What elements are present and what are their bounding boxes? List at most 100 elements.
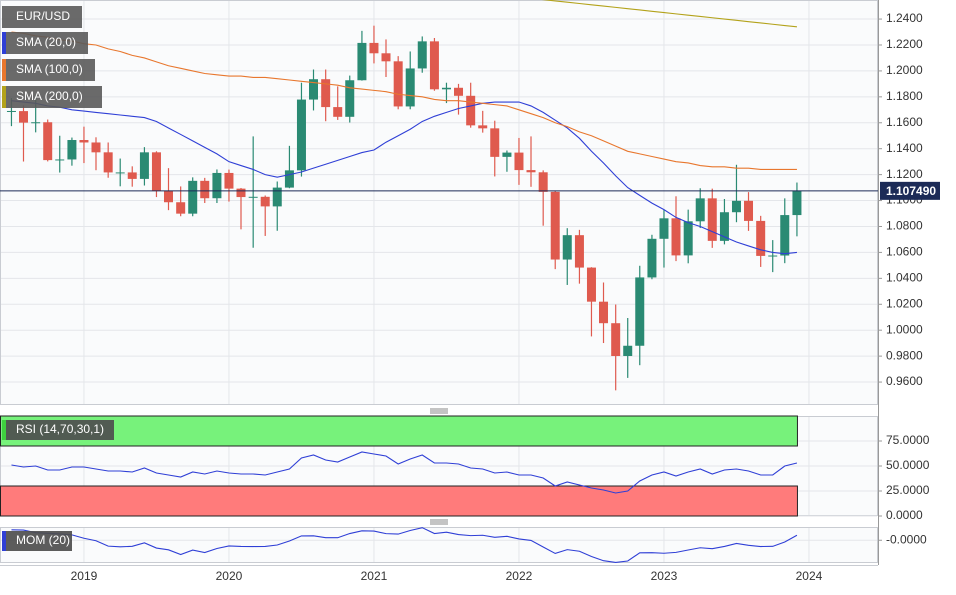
legend-label: EUR/USD <box>16 9 70 23</box>
legend-box <box>2 59 95 81</box>
candle-body <box>55 159 65 161</box>
y-tick-label: -0.0000 <box>886 532 927 546</box>
panel <box>0 0 878 405</box>
y-tick-label: 1.0000 <box>886 322 923 336</box>
legend-box <box>2 420 114 440</box>
candle-body <box>357 42 367 81</box>
y-tick-label: 0.9800 <box>886 348 923 362</box>
candle-body <box>454 87 464 96</box>
candle-body <box>731 200 741 213</box>
y-tick-label: 0.9600 <box>886 374 923 388</box>
legend-box <box>2 6 82 28</box>
candle-body <box>284 170 294 188</box>
candle-body <box>127 172 137 179</box>
candle-body <box>599 301 609 324</box>
candle-body <box>200 180 210 199</box>
candle-body <box>176 202 186 214</box>
candle-body <box>405 68 415 107</box>
y-tick-label: 1.1800 <box>886 89 923 103</box>
y-tick-label: 1.1600 <box>886 115 923 129</box>
candle-body <box>611 323 621 356</box>
candle-body <box>272 187 282 207</box>
x-tick-label: 2019 <box>71 569 98 583</box>
legend-label: RSI (14,70,30,1) <box>16 422 104 436</box>
legend-swatch <box>2 420 6 440</box>
candle-body <box>514 152 524 171</box>
y-tick-label: 1.1400 <box>886 141 923 155</box>
candle-body <box>719 212 729 241</box>
indicator-line <box>11 451 798 494</box>
candle-body <box>296 99 306 171</box>
legend-box <box>2 32 88 54</box>
y-tick-label: 1.2200 <box>886 37 923 51</box>
candle-body <box>659 218 669 239</box>
y-tick-label: 1.2000 <box>886 63 923 77</box>
candle-body <box>236 188 246 198</box>
legend-label: SMA (20,0) <box>16 35 76 49</box>
candle-body <box>139 152 149 179</box>
candle-body <box>224 172 234 189</box>
candle-body <box>526 170 536 173</box>
y-tick-label: 50.0000 <box>886 458 930 472</box>
candle-body <box>381 53 391 62</box>
candle-body <box>212 172 222 199</box>
sma-line <box>541 0 797 28</box>
x-tick-label: 2022 <box>506 569 533 583</box>
splitter[interactable] <box>430 408 448 414</box>
legend-swatch <box>2 32 6 54</box>
candle-body <box>466 95 476 126</box>
candle-body <box>345 80 355 117</box>
candle-body <box>756 220 766 256</box>
candle-body <box>744 200 754 221</box>
candle-body <box>538 172 548 192</box>
candle-body <box>18 111 28 123</box>
legend-box <box>2 531 72 551</box>
x-tick-label: 2023 <box>651 569 678 583</box>
indicator-line <box>11 527 798 563</box>
candle-body <box>550 191 560 260</box>
candle-body <box>248 196 258 198</box>
splitter[interactable] <box>430 519 448 525</box>
y-tick-label: 25.0000 <box>886 483 930 497</box>
legend-swatch <box>2 86 6 108</box>
legend-label: SMA (200,0) <box>16 89 83 103</box>
candle-body <box>151 152 161 191</box>
candle-body <box>321 79 331 108</box>
sma-line <box>11 31 797 170</box>
candle-body <box>67 140 77 160</box>
sma-line <box>11 100 797 255</box>
candle-body <box>478 125 488 129</box>
y-tick-label: 1.0400 <box>886 271 923 285</box>
y-tick-label: 75.0000 <box>886 433 930 447</box>
candle-body <box>163 190 173 203</box>
legend-swatch <box>2 531 6 551</box>
x-tick-label: 2024 <box>796 569 823 583</box>
candle-body <box>683 221 693 256</box>
plot-area <box>6 0 802 391</box>
y-tick-label: 1.0800 <box>886 219 923 233</box>
candle-body <box>502 152 512 157</box>
candle-body <box>429 41 439 90</box>
candle-body <box>780 215 790 256</box>
legend-box <box>2 86 102 108</box>
candle-body <box>695 198 705 222</box>
candle-body <box>490 128 500 157</box>
candle-body <box>393 61 403 107</box>
candle-body <box>308 79 318 100</box>
last-price-label: 1.107490 <box>886 184 936 198</box>
candle-body <box>647 238 657 278</box>
candle-body <box>586 267 596 302</box>
candle-body <box>574 235 584 268</box>
y-tick-label: 1.0200 <box>886 296 923 310</box>
candle-body <box>260 196 270 207</box>
candle-body <box>333 107 343 117</box>
y-tick-label: 0.0000 <box>886 508 923 522</box>
candle-body <box>562 235 572 260</box>
candle-body <box>369 42 379 54</box>
x-tick-label: 2020 <box>216 569 243 583</box>
candle-body <box>623 345 633 356</box>
candle-body <box>103 152 113 173</box>
candle-body <box>792 190 802 216</box>
